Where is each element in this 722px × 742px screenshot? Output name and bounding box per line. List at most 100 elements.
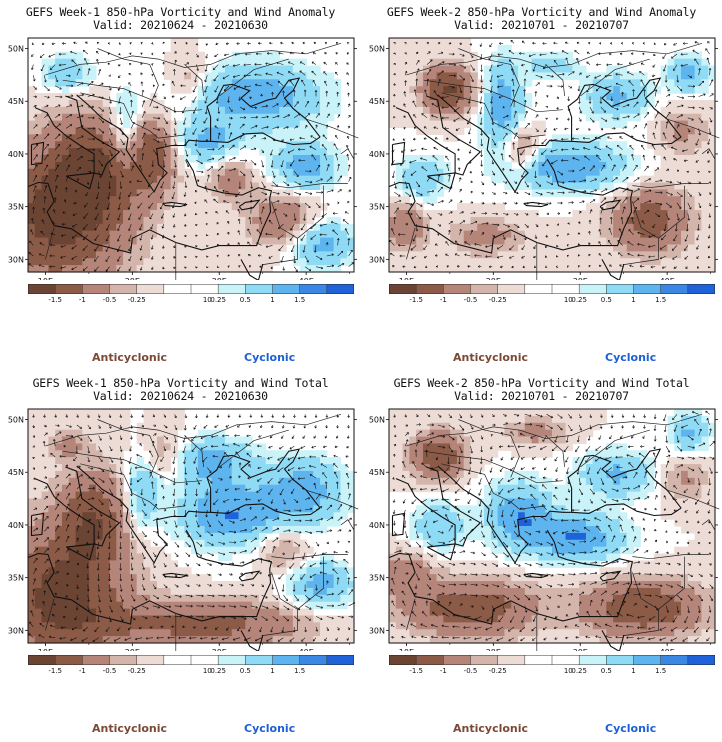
latitude-label: 50N (369, 45, 385, 54)
colorbar-exponent: 10 (563, 667, 573, 675)
longitude-label: 10E (399, 277, 414, 280)
colorbar-swatch (524, 284, 553, 294)
colorbar-swatch (136, 655, 165, 665)
colorbar-tick-label: -0.25 (127, 296, 146, 304)
anticyclonic-label: Anticyclonic (453, 351, 529, 364)
colorbar-exponent: 10 (202, 667, 212, 675)
colorbar-swatch (551, 655, 580, 665)
cyclonic-label: Cyclonic (605, 351, 657, 364)
latitude-label: 35N (369, 574, 385, 583)
colorbar-swatch (389, 655, 417, 665)
colorbar-swatch (163, 655, 192, 665)
latitude-label: 30N (369, 255, 385, 264)
latitude-label: 50N (8, 45, 24, 54)
longitude-label: 20E (125, 648, 140, 651)
colorbar-swatch (687, 284, 715, 294)
colorbar-tick-label: 0.5 (239, 296, 251, 304)
colorbar-tick-label: -0.25 (488, 296, 507, 304)
anticyclonic-label: Anticyclonic (92, 351, 168, 364)
latitude-label: 30N (369, 626, 385, 635)
longitude-label: 40E (660, 277, 675, 280)
colorbar-swatch (217, 655, 246, 665)
longitude-label: 30E (573, 648, 588, 651)
colorbar-swatch (524, 655, 553, 665)
colorbar-tick-label: -1 (439, 667, 447, 675)
colorbar-swatch (551, 284, 580, 294)
colorbar-swatch (163, 284, 192, 294)
colorbar-tick-label: 1.5 (294, 296, 306, 304)
colorbar-swatch (443, 284, 472, 294)
colorbar-tick-label: 1 (631, 296, 636, 304)
longitude-label: 40E (299, 648, 314, 651)
colorbar-tick-label: -0.5 (102, 667, 117, 675)
latitude-label: 45N (369, 468, 385, 477)
colorbar-tick-label: 1 (631, 667, 636, 675)
colorbar-tick-label: -1 (78, 296, 86, 304)
vorticity-wind-map: 50N 45N 40N 35N 30N 10E 20E 30E 40E (369, 408, 720, 651)
longitude-label: 30E (212, 648, 227, 651)
colorbar-swatch (470, 655, 499, 665)
colorbar-tick-label: 0.25 (571, 296, 587, 304)
colorbar-swatch (606, 655, 635, 665)
colorbar-swatch (326, 284, 354, 294)
colorbar-tick-label: 0.25 (210, 296, 226, 304)
country-borders (45, 42, 359, 280)
colorbar-swatch (606, 284, 635, 294)
vorticity-wind-map: 50N 45N 40N 35N 30N 10E 20E 30E 40E (8, 408, 359, 651)
colorbar-labels: -1.5 -1 -0.5 -0.25 0.25 0.5 1 1.5 10 (28, 667, 354, 677)
colorbar-swatch (82, 284, 111, 294)
latitude-label: 45N (8, 97, 24, 106)
colorbar-tick-label: -1 (439, 296, 447, 304)
cyclonic-label: Cyclonic (244, 722, 296, 735)
colorbar-tick-label: -0.25 (488, 667, 507, 675)
country-borders (406, 42, 720, 280)
longitude-label: 10E (38, 648, 53, 651)
colorbar-swatch (415, 284, 444, 294)
colorbar-exponent: 10 (202, 296, 212, 304)
panel-title: GEFS Week-1 850-hPa Vorticity and Wind A… (25, 5, 336, 19)
colorbar-swatch (470, 284, 499, 294)
latitude-label: 40N (8, 150, 24, 159)
colorbar-swatch (190, 655, 219, 665)
map-panel: GEFS Week-1 850-hPa Vorticity and Wind T… (0, 371, 361, 742)
colorbar-swatch (82, 655, 111, 665)
vorticity-shading (389, 38, 716, 273)
wind-vectors (28, 414, 356, 642)
map-panel: GEFS Week-2 850-hPa Vorticity and Wind A… (361, 0, 722, 371)
colorbar-swatch (389, 284, 417, 294)
longitude-label: 30E (573, 277, 588, 280)
colorbar-tick-label: 1.5 (655, 667, 667, 675)
longitude-label: 40E (660, 648, 675, 651)
wind-vectors (390, 410, 715, 642)
longitude-label: 20E (486, 648, 501, 651)
colorbar-labels: -1.5 -1 -0.5 -0.25 0.25 0.5 1 1.5 10 (28, 296, 354, 306)
colorbar (28, 284, 354, 294)
colorbar-swatch (687, 655, 715, 665)
longitude-label: 20E (125, 277, 140, 280)
colorbar-swatch (217, 284, 246, 294)
longitude-label: 40E (299, 277, 314, 280)
longitude-label: 20E (486, 277, 501, 280)
colorbar-tick-label: 0.5 (600, 667, 612, 675)
colorbar-swatch (443, 655, 472, 665)
colorbar-tick-label: 0.25 (210, 667, 226, 675)
colorbar (389, 284, 715, 294)
colorbar-tick-label: 1 (270, 296, 275, 304)
colorbar-swatch (578, 655, 607, 665)
coastlines (388, 448, 682, 651)
colorbar-tick-label: -0.5 (463, 667, 478, 675)
colorbar-tick-label: 1 (270, 667, 275, 675)
colorbar-swatch (245, 655, 274, 665)
vorticity-wind-map: 50N 45N 40N 35N 30N 10E 20E 30E 40E (8, 37, 359, 280)
map-panel: GEFS Week-1 850-hPa Vorticity and Wind A… (0, 0, 361, 371)
panel-title: GEFS Week-1 850-hPa Vorticity and Wind T… (32, 376, 329, 390)
colorbar-tick-label: 0.25 (571, 667, 587, 675)
panel-title: GEFS Week-2 850-hPa Vorticity and Wind A… (386, 5, 697, 19)
latitude-label: 45N (369, 97, 385, 106)
colorbar-tick-label: -1.5 (409, 667, 423, 675)
colorbar-swatch (299, 284, 328, 294)
latitude-label: 50N (369, 416, 385, 425)
colorbar (389, 655, 715, 665)
colorbar-swatch (272, 284, 301, 294)
